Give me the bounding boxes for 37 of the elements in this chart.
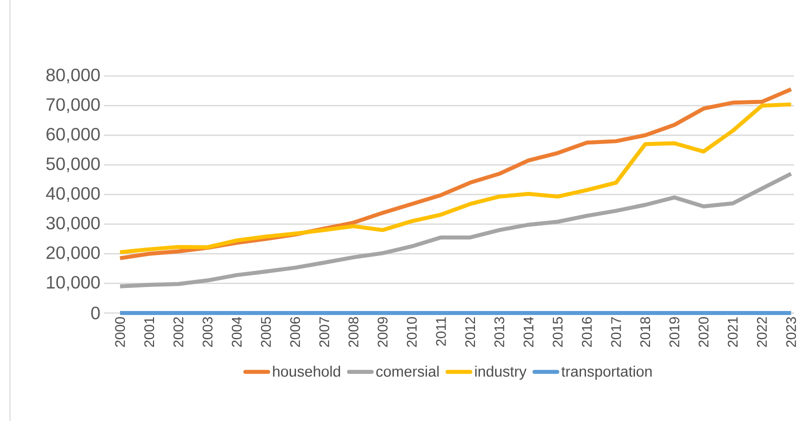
x-tick-label: 2022 <box>756 317 767 347</box>
x-tick-label: 2006 <box>290 317 300 347</box>
x-tick-label: 2013 <box>494 317 504 347</box>
x-tick-label: 2004 <box>232 316 242 347</box>
x-tick-label: 2020 <box>698 317 709 347</box>
y-tick-label: 80,000 <box>46 68 100 84</box>
legend-label: household <box>273 366 340 377</box>
x-tick-label: 2009 <box>378 317 388 347</box>
x-tick-label: 2007 <box>319 317 330 347</box>
x-tick-label: 2010 <box>406 317 417 347</box>
y-tick-label: 40,000 <box>46 187 100 202</box>
x-tick-label: 2005 <box>260 317 271 347</box>
y-tick-label: 60,000 <box>46 128 100 143</box>
x-tick-label: 2016 <box>582 317 592 347</box>
y-tick-label: 70,000 <box>46 98 100 114</box>
legend-label: comersial <box>376 366 439 377</box>
x-tick-label: 2012 <box>465 317 476 347</box>
y-tick-label: 30,000 <box>46 216 100 232</box>
x-tick-label: 2003 <box>202 317 213 347</box>
x-tick-label: 2023 <box>786 317 796 347</box>
x-tick-label: 2017 <box>611 317 621 347</box>
y-tick-label: 50,000 <box>46 157 100 172</box>
x-tick-label: 2021 <box>728 317 738 347</box>
y-tick-label: 10,000 <box>46 276 100 291</box>
x-tick-label: 2000 <box>115 317 125 347</box>
x-tick-label: 2008 <box>348 317 358 347</box>
x-tick-label: 2001 <box>144 317 154 347</box>
legend-label: transportation <box>561 366 652 380</box>
x-tick-label: 2002 <box>173 317 184 347</box>
legend-label: industry <box>475 366 527 380</box>
x-tick-label: 2015 <box>552 317 563 347</box>
x-tick-label: 2018 <box>640 317 650 347</box>
y-tick-label: 0 <box>91 306 100 320</box>
x-tick-label: 2014 <box>524 316 534 347</box>
x-tick-label: 2011 <box>436 317 446 346</box>
x-tick-label: 2019 <box>669 317 680 347</box>
y-tick-label: 20,000 <box>46 246 100 262</box>
